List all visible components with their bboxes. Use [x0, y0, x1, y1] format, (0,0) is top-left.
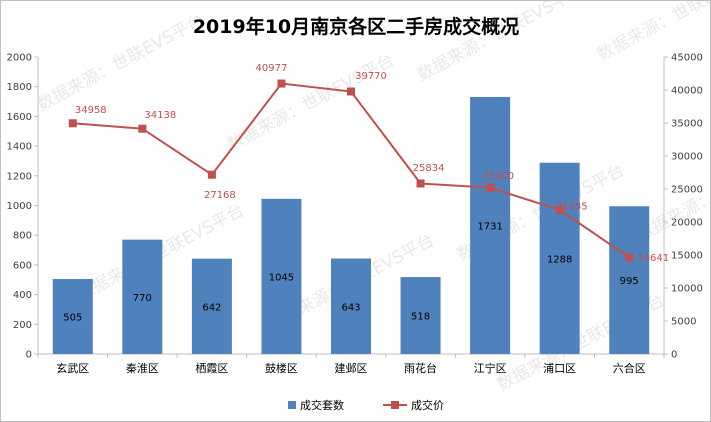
- bar: [261, 198, 302, 354]
- y-right-tick-label: 20000: [671, 218, 703, 229]
- y-right-tick-label: 10000: [671, 284, 703, 295]
- x-category-label: 秦淮区: [126, 361, 159, 375]
- price-value-label: 25834: [413, 163, 445, 174]
- line-series: 34958 34138 27168 40977 39770 25834 25200 21835…: [68, 63, 669, 264]
- bar: [331, 258, 371, 354]
- bar-value-label: 642: [202, 302, 221, 313]
- bar-series: 505 770 642 1045 643 518 1731 1288 995: [52, 96, 650, 354]
- watermark-text: 数据来源：世联EVS平台: [414, 1, 588, 85]
- x-category-label: 鼓楼区: [265, 361, 298, 375]
- bar: [52, 279, 93, 354]
- legend: 成交套数 成交价: [288, 398, 444, 412]
- bar-value-label: 505: [63, 313, 82, 324]
- bar: [609, 206, 650, 354]
- y-right-tick-label: 30000: [671, 152, 703, 163]
- bar: [470, 96, 511, 354]
- legend-bar-swatch: [288, 401, 296, 409]
- y-right-tick-label: 35000: [671, 119, 703, 130]
- watermark-text: 数据来源：世联EVS平台: [34, 10, 208, 115]
- price-value-label: 21835: [556, 201, 588, 212]
- y-right-tick-label: 0: [671, 350, 677, 361]
- bar-value-label: 518: [411, 312, 430, 323]
- y-left-tick-label: 1400: [7, 142, 32, 153]
- chart-title: 2019年10月南京各区二手房成交概况: [193, 15, 519, 38]
- bar-value-label: 770: [133, 293, 152, 304]
- price-marker: [207, 170, 216, 179]
- watermark-text: 数据来源：世联EVS平台: [224, 50, 398, 155]
- y-right-tick-label: 25000: [671, 185, 703, 196]
- y-left-tick-label: 1800: [7, 82, 32, 93]
- bar-value-label: 643: [341, 302, 360, 313]
- bar: [400, 277, 441, 354]
- y-left-tick-label: 2000: [7, 53, 32, 64]
- y-left-tick-label: 200: [13, 320, 32, 331]
- y-left-tick-label: 1200: [7, 171, 32, 182]
- x-category-label: 六合区: [613, 361, 646, 375]
- y-left-tick-label: 400: [13, 290, 32, 301]
- x-category-label: 江宁区: [474, 361, 507, 375]
- y-left-tick-label: 600: [13, 260, 32, 271]
- x-category-label: 栖霞区: [195, 361, 228, 375]
- price-marker: [555, 205, 564, 214]
- price-marker: [138, 124, 147, 133]
- legend-bar-label: 成交套数: [300, 398, 344, 412]
- bar-value-label: 1731: [477, 221, 502, 232]
- price-marker: [277, 79, 286, 88]
- bar-value-label: 1045: [269, 272, 294, 283]
- y-right-tick-label: 45000: [671, 53, 703, 64]
- legend-line-label: 成交价: [411, 398, 444, 412]
- x-category-label: 雨花台: [404, 361, 437, 375]
- bar: [191, 258, 232, 354]
- bar: [122, 239, 163, 354]
- y-left-tick-label: 1000: [7, 201, 32, 212]
- price-marker: [416, 179, 425, 188]
- price-value-label: 25200: [482, 171, 514, 182]
- price-value-label: 34138: [144, 110, 176, 121]
- y-left-tick-label: 1600: [7, 112, 32, 123]
- bar: [539, 162, 580, 354]
- y-right-tick-label: 40000: [671, 86, 703, 97]
- y-left-tick-label: 800: [13, 231, 32, 242]
- price-marker: [625, 253, 634, 262]
- price-value-label: 34958: [75, 105, 107, 116]
- x-category-label: 玄武区: [56, 361, 89, 375]
- y-right-tick-label: 15000: [671, 251, 703, 262]
- price-value-label: 14641: [637, 253, 669, 264]
- y-left-tick-label: 0: [26, 350, 32, 361]
- x-category-label: 浦口区: [543, 362, 576, 375]
- price-marker: [486, 183, 495, 192]
- price-marker: [68, 119, 77, 128]
- price-marker: [347, 87, 355, 96]
- legend-line-marker: [391, 401, 399, 409]
- x-category-label: 建邺区: [335, 361, 368, 375]
- bar-value-label: 995: [620, 276, 639, 287]
- y-right-tick-label: 5000: [671, 317, 696, 328]
- price-value-label: 39770: [355, 71, 387, 82]
- price-value-label: 40977: [256, 63, 288, 74]
- price-value-label: 27168: [204, 190, 236, 201]
- bar-value-label: 1288: [547, 254, 572, 265]
